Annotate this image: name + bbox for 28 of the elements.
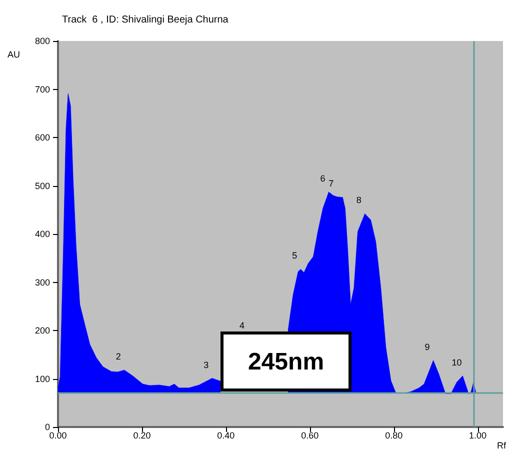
y-tick-label: 0 — [44, 422, 50, 432]
annotation: 2 — [116, 352, 121, 362]
y-tick-label: 400 — [34, 229, 50, 239]
annotation: 8 — [356, 195, 362, 206]
x-tick-label: 0.60 — [301, 430, 319, 440]
annotation: 3 — [204, 360, 209, 370]
y-tick-label: 300 — [34, 277, 50, 288]
y-tick-label: 700 — [34, 84, 50, 94]
y-tick-label: 500 — [34, 180, 50, 191]
annotation: 4 — [239, 320, 245, 330]
x-tick-label: 0.00 — [49, 430, 67, 440]
annotation: 6 — [320, 174, 326, 184]
annotation: 245nm — [248, 348, 324, 376]
y-tick-label: 200 — [34, 326, 50, 336]
annotation: 10 — [452, 357, 462, 368]
x-tick-label: 0.20 — [133, 430, 151, 440]
x-tick-label: 1.00 — [469, 430, 487, 440]
annotation: 7 — [328, 178, 334, 188]
y-axis-title: AU — [7, 50, 20, 60]
annotation: 5 — [292, 250, 298, 261]
y-tick-label: 600 — [34, 132, 50, 142]
x-tick-label: 0.80 — [385, 430, 403, 440]
x-tick-label: 0.40 — [217, 430, 235, 440]
annotation: 9 — [424, 342, 430, 352]
y-tick-label: 800 — [34, 36, 50, 46]
x-axis-title: Rf — [497, 440, 506, 450]
chart-title: Track 6 , ID: Shivalingi Beeja Churna — [62, 14, 229, 26]
y-tick-label: 100 — [34, 374, 50, 384]
